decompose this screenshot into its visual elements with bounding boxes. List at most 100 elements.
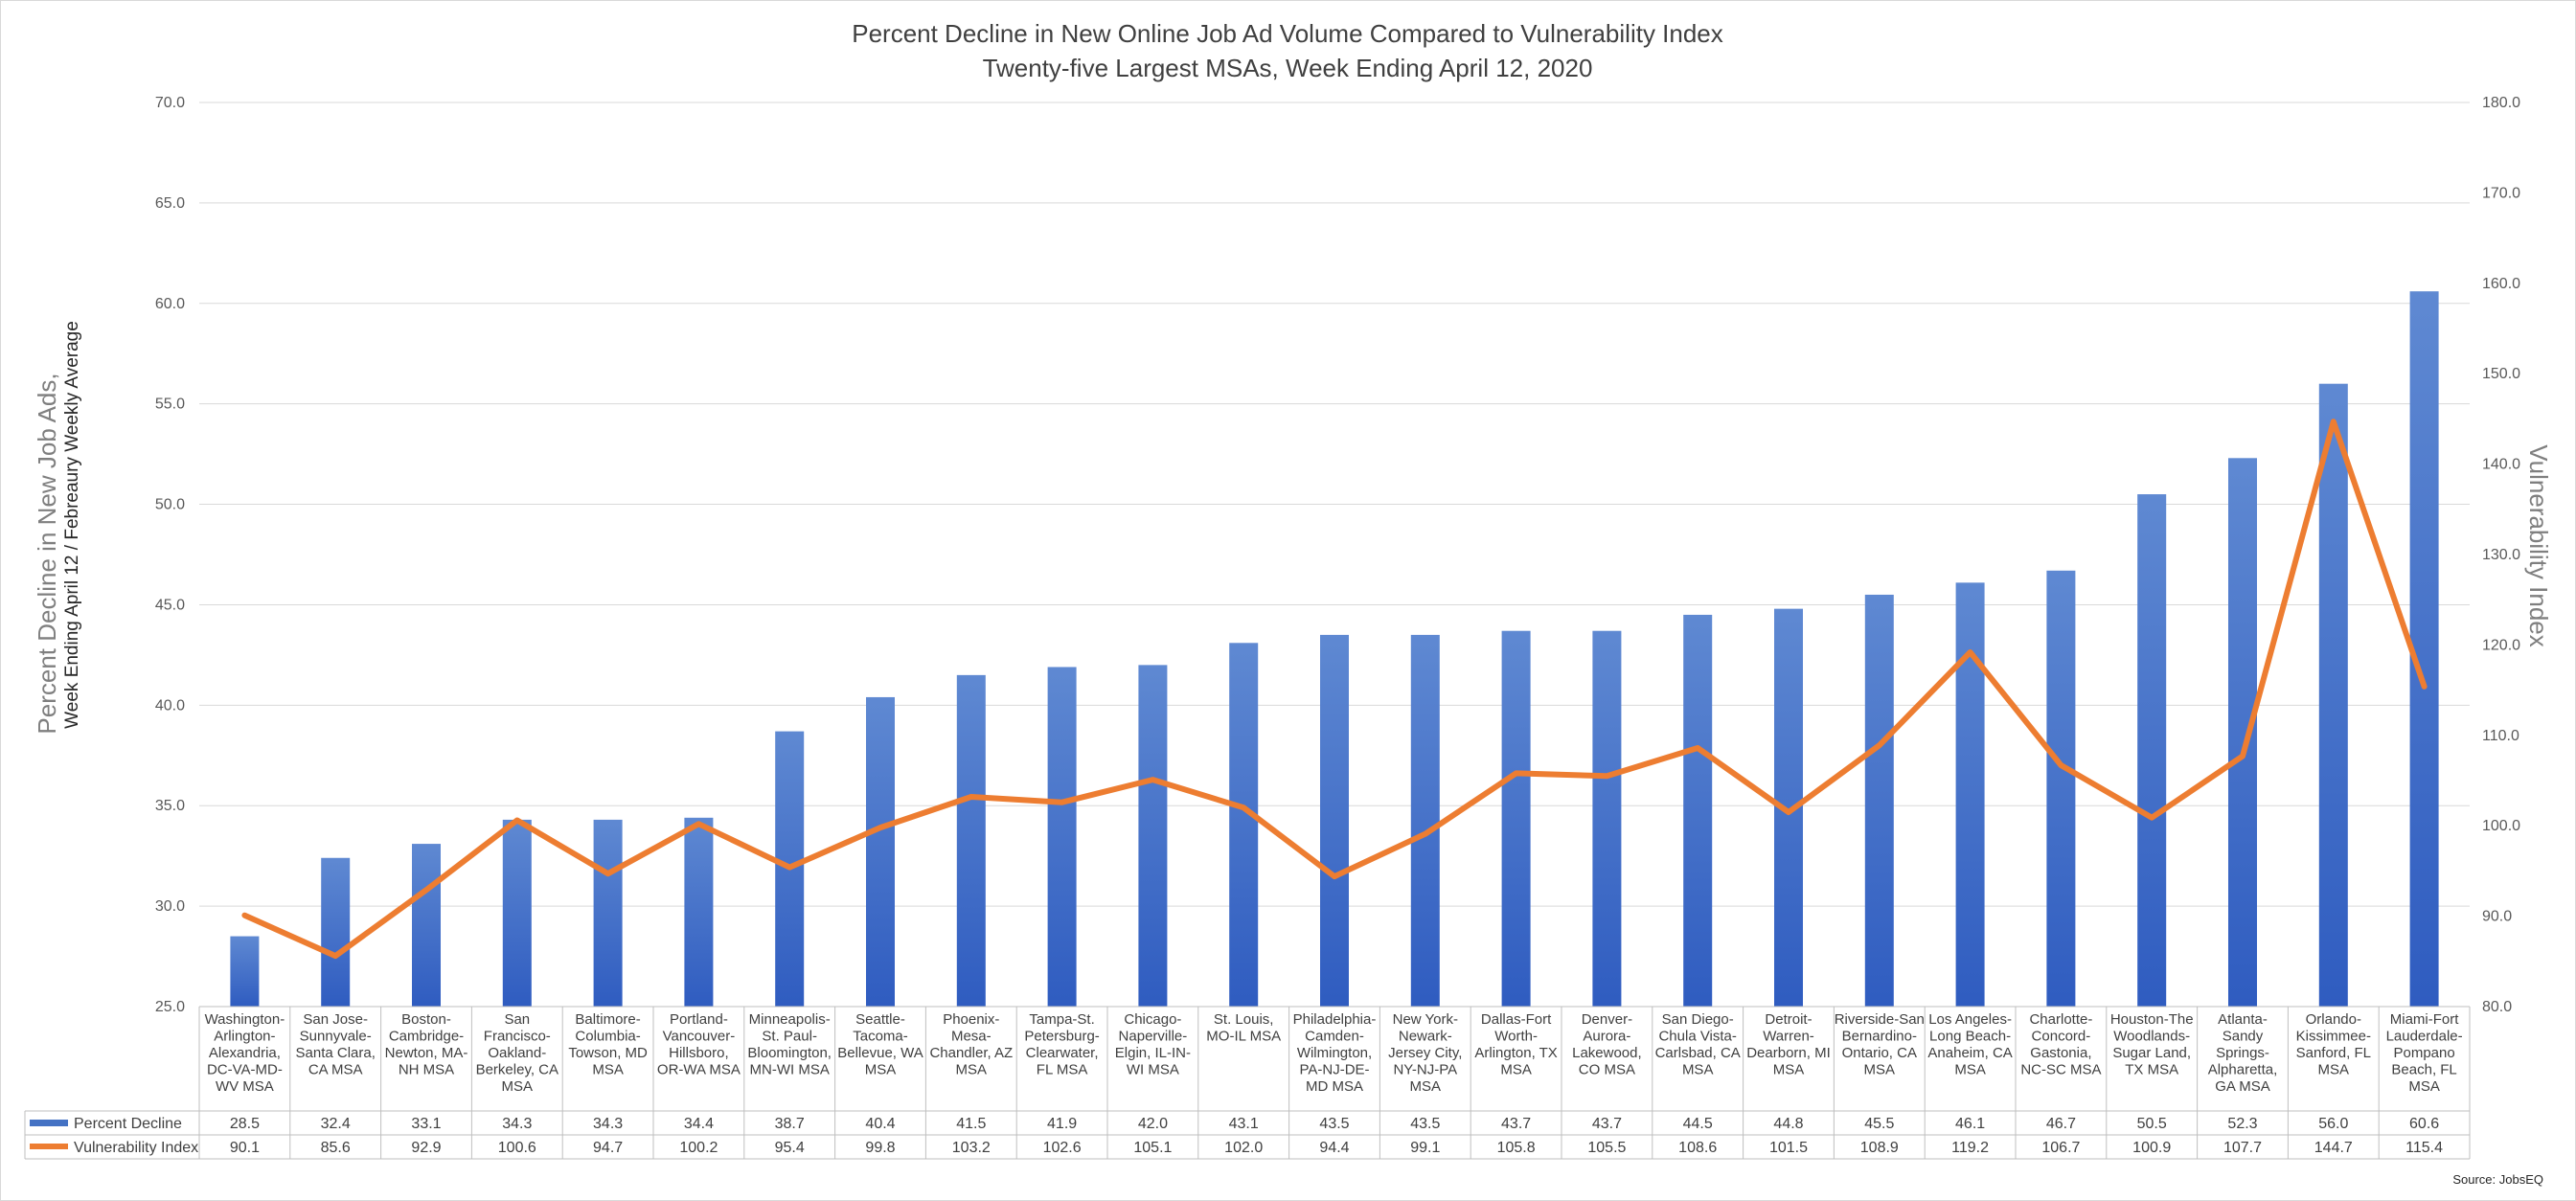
y-tick-label: 35.0	[155, 798, 185, 814]
bar	[412, 844, 441, 1007]
vulnerability-value: 115.4	[2405, 1140, 2443, 1156]
vulnerability-value: 119.2	[1951, 1140, 1989, 1156]
y-tick-label: 25.0	[155, 999, 185, 1015]
percent-decline-value: 46.7	[2046, 1116, 2076, 1132]
y-axis-title: Percent Decline in New Job Ads,	[33, 373, 61, 734]
y2-tick-label: 140.0	[2482, 457, 2520, 473]
bar	[2409, 291, 2439, 1007]
bar	[2046, 570, 2076, 1007]
bar-series	[230, 291, 2439, 1008]
y2-tick-label: 130.0	[2482, 547, 2520, 563]
category-label: Washington-Arlington-Alexandria, DC-VA-MD…	[205, 1011, 285, 1095]
bar	[1501, 630, 1531, 1007]
percent-decline-value: 43.1	[1229, 1116, 1259, 1132]
y-tick-label: 60.0	[155, 296, 185, 312]
y-tick-label: 45.0	[155, 597, 185, 613]
vulnerability-value: 100.2	[679, 1140, 718, 1156]
category-label: Portland-Vancouver-Hillsboro, OR-WA MSA	[657, 1011, 741, 1078]
chart-title: Percent Decline in New Online Job Ad Vol…	[852, 19, 1723, 48]
vulnerability-value: 105.5	[1587, 1140, 1626, 1156]
bar	[230, 936, 260, 1007]
percent-decline-value: 43.7	[1501, 1116, 1531, 1132]
source-note: Source: JobsEQ	[2452, 1172, 2543, 1187]
percent-decline-value: 34.4	[684, 1116, 714, 1132]
bar	[1864, 594, 1894, 1007]
vulnerability-value: 94.7	[593, 1140, 623, 1156]
y2-axis-title: Vulnerability Index	[2524, 444, 2553, 647]
bar	[1229, 643, 1259, 1007]
y2-tick-label: 160.0	[2482, 276, 2520, 292]
bar	[2318, 383, 2348, 1007]
legend-key-line	[30, 1144, 68, 1149]
bar	[1047, 667, 1077, 1007]
percent-decline-value: 56.0	[2318, 1116, 2348, 1132]
bar	[1138, 665, 1168, 1007]
category-label: Detroit-Warren-Dearborn, MI MSA	[1746, 1011, 1831, 1078]
vulnerability-value: 90.1	[230, 1140, 260, 1156]
bar	[321, 857, 351, 1007]
vulnerability-value: 107.7	[2223, 1140, 2262, 1156]
bar	[956, 674, 986, 1007]
legend-label: Percent Decline	[74, 1116, 182, 1132]
vulnerability-value: 106.7	[2041, 1140, 2080, 1156]
vulnerability-value: 103.2	[952, 1140, 991, 1156]
y2-tick-label: 100.0	[2482, 818, 2520, 834]
y-axis-subtitle: Week Ending April 12 / Febreaury Weekly …	[62, 321, 82, 729]
category-label: San Francisco-Oakland-Berkeley, CA MSA	[476, 1011, 559, 1095]
category-label: Seattle-Tacoma-Bellevue, WA MSA	[837, 1011, 923, 1078]
bar	[1955, 582, 1985, 1007]
left-axis-ticks: 25.0 30.0 35.0 40.0 45.0 50.0 55.0 60.0 65.0 70.0	[155, 95, 185, 1015]
category-label: Dallas-Fort Worth-Arlington, TX MSA	[1474, 1011, 1557, 1078]
y-tick-label: 70.0	[155, 95, 185, 111]
bar	[1592, 630, 1622, 1007]
percent-decline-value: 46.1	[1955, 1116, 1985, 1132]
vulnerability-value: 99.1	[1410, 1140, 1440, 1156]
category-label: Los Angeles-Long Beach-Anaheim, CA MSA	[1927, 1011, 2012, 1078]
y2-tick-label: 170.0	[2482, 185, 2520, 201]
category-label: Chicago-Naperville-Elgin, IL-IN-WI MSA	[1115, 1011, 1191, 1078]
vulnerability-value: 92.9	[411, 1140, 441, 1156]
percent-decline-value: 43.5	[1410, 1116, 1440, 1132]
percent-decline-value: 28.5	[230, 1116, 260, 1132]
percent-decline-value: 43.7	[1592, 1116, 1622, 1132]
percent-decline-value: 44.8	[1773, 1116, 1803, 1132]
percent-decline-value: 41.9	[1047, 1116, 1077, 1132]
legend-key-bar	[30, 1120, 68, 1126]
vulnerability-value: 94.4	[1319, 1140, 1349, 1156]
percent-decline-value: 38.7	[775, 1116, 805, 1132]
category-label: San Diego-Chula Vista-Carlsbad, CA MSA	[1655, 1011, 1741, 1078]
vulnerability-value: 85.6	[321, 1140, 351, 1156]
category-label: Denver-Aurora-Lakewood, CO MSA	[1572, 1011, 1642, 1078]
bar	[593, 819, 623, 1007]
y2-tick-label: 150.0	[2482, 366, 2520, 382]
percent-decline-value: 50.5	[2137, 1116, 2167, 1132]
vulnerability-value: 95.4	[775, 1140, 805, 1156]
percent-decline-value: 44.5	[1683, 1116, 1713, 1132]
y2-tick-label: 80.0	[2482, 999, 2512, 1015]
category-label: Boston-Cambridge-Newton, MA-NH MSA	[385, 1011, 468, 1078]
percent-decline-value: 33.1	[411, 1116, 441, 1132]
vulnerability-value: 108.9	[1860, 1140, 1899, 1156]
percent-decline-value: 34.3	[593, 1116, 623, 1132]
percent-decline-value: 34.3	[502, 1116, 532, 1132]
category-label: Riverside-San Bernardino-Ontario, CA MSA	[1835, 1011, 1925, 1078]
vulnerability-value: 105.8	[1497, 1140, 1536, 1156]
bar	[866, 696, 895, 1007]
vulnerability-value: 100.6	[498, 1140, 536, 1156]
right-axis-ticks: 80.0 90.0 100.0 110.0 120.0 130.0 140.0 150.0 16…	[2482, 95, 2520, 1015]
bar	[2137, 494, 2167, 1007]
vulnerability-value: 101.5	[1769, 1140, 1808, 1156]
percent-decline-value: 52.3	[2227, 1116, 2257, 1132]
y-tick-label: 30.0	[155, 898, 185, 915]
y-tick-label: 65.0	[155, 195, 185, 212]
bar	[502, 819, 532, 1007]
line-series	[241, 419, 2428, 960]
bar	[1320, 634, 1349, 1007]
percent-decline-value: 42.0	[1138, 1116, 1168, 1132]
vulnerability-value: 100.9	[2132, 1140, 2171, 1156]
category-label: Houston-The Woodlands-Sugar Land, TX MSA	[2110, 1011, 2194, 1078]
category-label: St. Louis, MO-IL MSA	[1206, 1011, 1281, 1045]
percent-decline-value: 45.5	[1864, 1116, 1894, 1132]
y-tick-label: 40.0	[155, 697, 185, 714]
bar	[1410, 634, 1440, 1007]
